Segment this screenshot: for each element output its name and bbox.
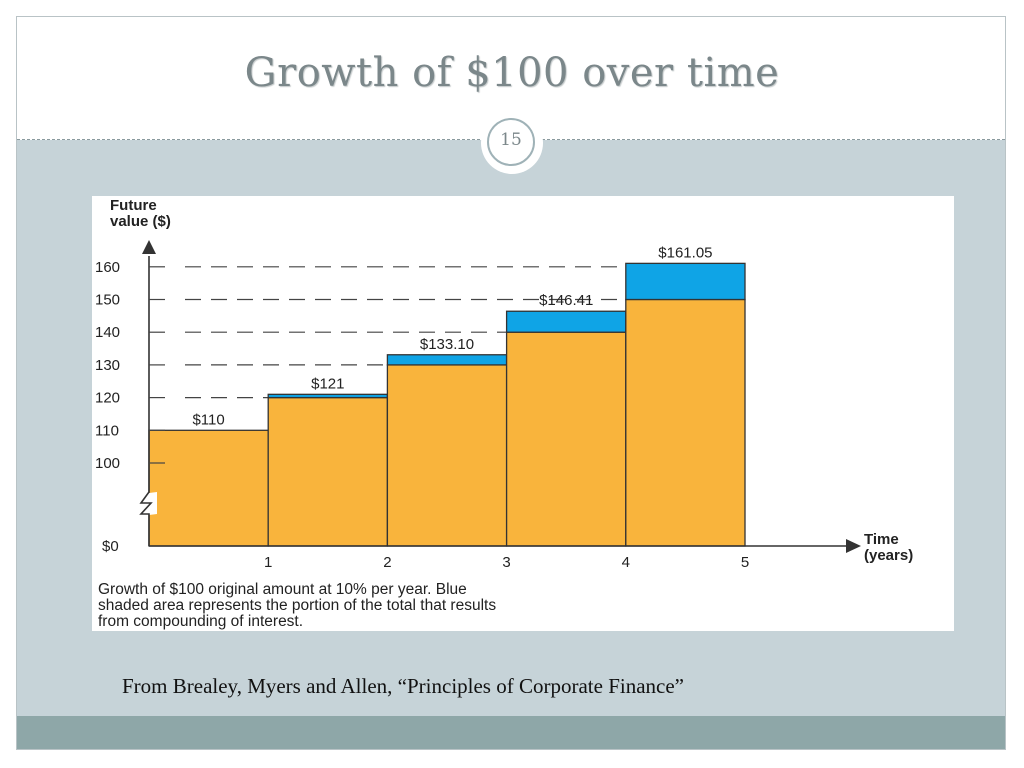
x-tick-label-1: 1 [264,554,272,571]
slide-title: Growth of $100 over time [244,50,780,96]
data-label-year-5: $161.05 [658,244,712,261]
chart-text: $110 $121 $133.10 $146.41 $161.05 $0 100 110 120… [95,197,913,630]
y-tick-label-140: 140 [95,324,120,341]
bar-interest-year-3 [386,354,508,366]
chart-panel: $110 $121 $133.10 $146.41 $161.05 $0 100 110 120… [92,196,954,631]
y-axis-arrow [142,240,156,254]
y-axis-title-line-1: Future [110,197,157,214]
y-tick-label-130: 130 [95,357,120,374]
chart-svg: $110 $121 $133.10 $146.41 $161.05 $0 100 110 120… [95,197,913,630]
bar-interest-year-5 [625,262,746,301]
bar-principal-year-4 [505,331,627,547]
x-tick-label-5: 5 [741,554,749,571]
bar-interest-year-4 [505,310,627,333]
x-tick-label-2: 2 [383,554,391,571]
y-axis-line [139,256,153,546]
y-tick-label-120: 120 [95,390,120,407]
y-tick-label-0: $0 [102,538,119,555]
data-label-year-2: $121 [311,375,344,392]
y-tick-label-150: 150 [95,292,120,309]
bar-principal-year-2 [267,396,389,547]
data-label-year-1: $110 [192,411,224,428]
data-label-year-3: $133.10 [420,336,474,353]
chart-caption-line-2: shaded area represents the portion of th… [98,597,496,614]
x-axis-arrow [846,539,861,553]
x-axis-title-line-2: (years) [864,547,913,564]
y-tick-label-100: 100 [95,455,120,472]
bar-principal-year-3 [386,364,508,547]
chart-caption-line-3: from compounding of interest. [98,613,303,630]
page-number-ring [487,118,535,166]
y-tick-label-160: 160 [95,259,120,276]
y-tick-label-110: 110 [95,422,119,439]
x-axis-title-line-1: Time [864,531,899,548]
grid-lines [185,266,626,399]
bars [148,262,746,547]
bar-interest-year-2 [267,393,389,399]
x-tick-label-4: 4 [622,554,630,571]
bar-principal-year-5 [625,298,746,547]
footer-band [17,716,1005,749]
data-label-year-4: $146.41 [539,292,593,309]
page-number: 15 [500,130,522,150]
axes [139,240,861,553]
source-citation: From Brealey, Myers and Allen, “Principl… [122,674,684,698]
chart-caption-line-1: Growth of $100 original amount at 10% pe… [98,581,467,598]
y-axis-title-line-2: value ($) [110,213,171,230]
bar-principal-year-1 [148,429,269,547]
x-tick-label-3: 3 [502,554,510,571]
